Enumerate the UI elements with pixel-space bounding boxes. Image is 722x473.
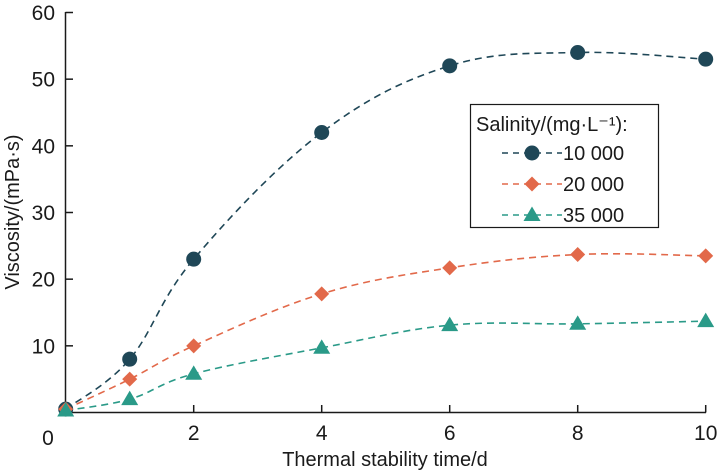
data-point-triangle bbox=[313, 339, 331, 354]
data-point-diamond bbox=[698, 248, 714, 264]
legend-label: 20 000 bbox=[563, 174, 624, 196]
data-point-triangle bbox=[441, 316, 459, 332]
legend-item: 20 000 bbox=[502, 174, 624, 196]
y-ticks: 10 20 30 40 50 60 bbox=[32, 2, 73, 358]
legend-box bbox=[469, 103, 660, 229]
data-point-triangle bbox=[185, 365, 203, 380]
legend: Salinity/(mg·L⁻¹): 10 000 20 000 35 000 bbox=[469, 103, 660, 229]
data-point-triangle bbox=[697, 312, 715, 328]
legend-item: 10 000 bbox=[502, 143, 624, 165]
legend-label: 10 000 bbox=[563, 143, 624, 165]
legend-items: 10 000 20 000 35 000 bbox=[502, 143, 624, 227]
data-point-diamond bbox=[570, 247, 586, 262]
data-point-circle bbox=[442, 58, 458, 74]
x-tick-label: 8 bbox=[572, 422, 584, 445]
data-point-circle bbox=[698, 51, 714, 67]
legend-marker-triangle bbox=[523, 206, 541, 221]
legend-item: 35 000 bbox=[502, 205, 624, 227]
y-axis-title: Viscosity/(mPa·s) bbox=[2, 134, 24, 289]
series-markers bbox=[57, 45, 715, 417]
y-tick-label: 30 bbox=[32, 202, 55, 225]
legend-marker-diamond bbox=[524, 176, 540, 192]
y-tick-label: 60 bbox=[32, 2, 55, 25]
x-axis-title: Thermal stability time/d bbox=[282, 449, 488, 471]
origin-tick-label: 0 bbox=[42, 427, 54, 450]
data-point-circle bbox=[122, 351, 138, 367]
data-point-circle bbox=[314, 125, 330, 140]
x-tick-label: 2 bbox=[188, 422, 200, 445]
x-tick-label: 6 bbox=[444, 422, 456, 445]
data-point-circle bbox=[570, 45, 586, 60]
data-point-diamond bbox=[314, 286, 330, 302]
y-tick-label: 10 bbox=[32, 335, 55, 358]
data-point-triangle bbox=[569, 315, 587, 330]
x-tick-label: 10 bbox=[694, 422, 717, 445]
data-point-diamond bbox=[122, 371, 138, 387]
legend-label: 35 000 bbox=[563, 205, 624, 227]
x-tick-label: 4 bbox=[316, 422, 328, 445]
data-point-diamond bbox=[442, 260, 458, 276]
y-tick-label: 40 bbox=[32, 135, 55, 158]
data-point-diamond bbox=[186, 338, 202, 354]
y-tick-label: 20 bbox=[32, 269, 55, 292]
y-tick-label: 50 bbox=[32, 69, 55, 92]
legend-marker-circle bbox=[524, 145, 540, 161]
legend-title: Salinity/(mg·L⁻¹): bbox=[476, 114, 628, 136]
series-line-35000 bbox=[65, 320, 706, 412]
data-point-triangle bbox=[57, 402, 75, 417]
x-ticks: 2 4 6 8 10 bbox=[188, 405, 717, 445]
data-point-circle bbox=[186, 251, 202, 267]
data-point-triangle bbox=[121, 390, 139, 406]
